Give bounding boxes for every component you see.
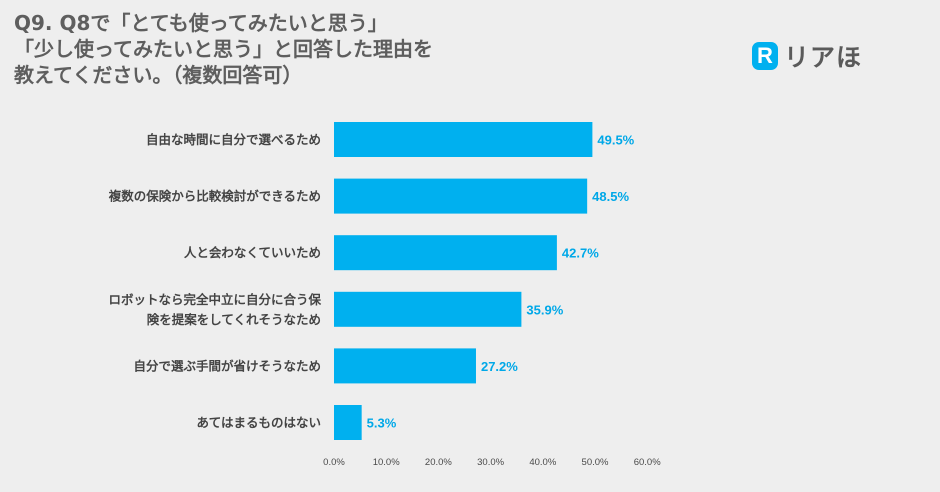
logo-r-icon: R <box>752 42 778 70</box>
x-tick-label-1: 0.0% <box>323 457 345 468</box>
bar-4 <box>334 291 522 327</box>
value-label-5: 27.2% <box>481 359 518 374</box>
value-label-1: 49.5% <box>597 133 634 148</box>
logo-text: リアほ <box>784 43 863 72</box>
bar-3 <box>334 235 557 271</box>
value-label-2: 48.5% <box>592 189 629 204</box>
value-label-4: 35.9% <box>526 302 563 317</box>
x-tick-label-7: 60.0% <box>634 457 661 468</box>
brand-logo: R リアほ <box>752 38 862 74</box>
x-tick-label-2: 10.0% <box>373 457 400 468</box>
category-label-2: 複数の保険から比較検討ができるため <box>108 189 321 204</box>
category-label-5: 自分で選ぶ手間が省けそうなため <box>133 358 321 373</box>
bar-6 <box>334 405 362 440</box>
category-label-1: 自由な時間に自分で選べるため <box>146 132 321 147</box>
value-label-3: 42.7% <box>562 246 599 261</box>
bar-1 <box>334 122 593 157</box>
bar-5 <box>334 348 476 384</box>
question-line-2: 「少し使ってみたいと思う」と回答した理由を <box>14 37 433 61</box>
category-label-4-line-2: 険を提案をしてくれそうなため <box>147 312 321 327</box>
x-tick-label-4: 30.0% <box>477 457 504 468</box>
question-title: Q9. Q8で「とても使ってみたいと思う」 「少し使ってみたいと思う」と回答した… <box>14 10 614 88</box>
category-label-4-line-1: ロボットなら完全中立に自分に合う保 <box>108 292 321 307</box>
category-label-3: 人と会わなくていいため <box>184 245 321 260</box>
bar-2 <box>334 178 588 214</box>
question-line-3: 教えてください。（複数回答可） <box>14 63 303 87</box>
question-line-1: Q9. Q8で「とても使ってみたいと思う」 <box>14 11 388 35</box>
category-label-6: あてはまるものはない <box>196 415 321 430</box>
x-tick-label-5: 40.0% <box>529 457 556 468</box>
x-tick-label-3: 20.0% <box>425 457 452 468</box>
x-tick-label-6: 50.0% <box>582 457 609 468</box>
value-label-6: 5.3% <box>367 416 397 431</box>
